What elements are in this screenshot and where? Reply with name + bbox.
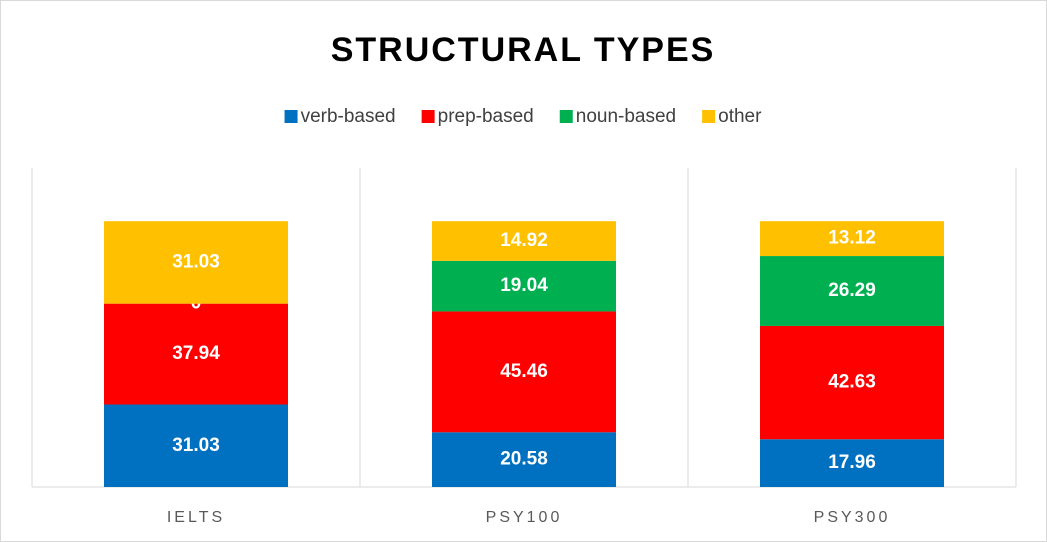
bar-segment: [104, 404, 288, 487]
bar-segment: [104, 303, 288, 405]
legend-label: prep-based: [438, 106, 534, 127]
legend-label: verb-based: [301, 106, 396, 127]
bar-segment: [432, 260, 616, 312]
data-label: 26.29: [828, 280, 876, 301]
bar-segment: [432, 221, 616, 261]
legend-label: noun-based: [576, 106, 676, 127]
bar-segment: [432, 432, 616, 487]
x-tick-label: IELTS: [167, 509, 225, 526]
x-tick-label: PSY100: [486, 509, 563, 526]
legend-swatch: [702, 110, 716, 123]
bar-segment: [760, 221, 944, 257]
legend-swatch: [284, 110, 298, 123]
legend-label: other: [718, 106, 762, 127]
legend-swatch: [421, 110, 435, 123]
data-label: 19.04: [500, 275, 548, 296]
data-label: 45.46: [500, 361, 548, 382]
bar-segment: [104, 221, 288, 304]
data-label: 42.63: [828, 372, 876, 393]
bar-segment: [760, 325, 944, 440]
x-tick-label: PSY300: [814, 509, 891, 526]
data-label: 31.03: [172, 251, 220, 272]
bar-segment: [760, 439, 944, 487]
data-label: 14.92: [500, 230, 548, 251]
data-label: 31.03: [172, 435, 220, 456]
data-label: 20.58: [500, 449, 548, 470]
data-label: 37.94: [172, 343, 220, 364]
bar-segment: [760, 256, 944, 326]
bar-segment: [432, 311, 616, 433]
data-label: 17.96: [828, 452, 876, 473]
chart-title: STRUCTURAL TYPES: [331, 31, 716, 69]
data-label: 13.12: [828, 228, 876, 249]
legend-swatch: [559, 110, 573, 123]
